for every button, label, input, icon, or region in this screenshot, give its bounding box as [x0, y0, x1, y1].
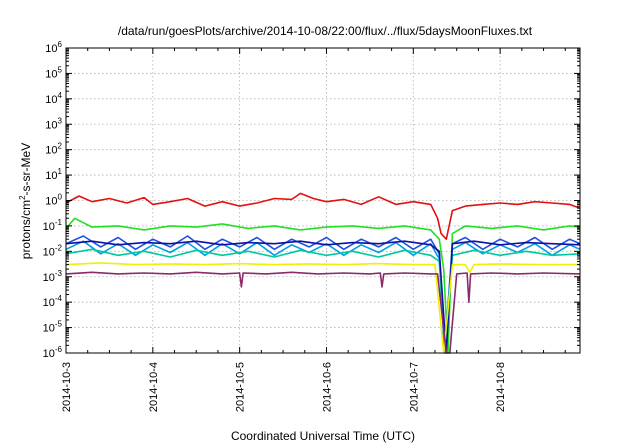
y-tick-label: 10-3 [43, 269, 63, 284]
y-axis-label-base: protons/cm [19, 200, 33, 259]
grid [66, 48, 580, 353]
y-ticks: 10-6 10-5 10-4 10-3 10-2 10-1 100 101 102 103 104 1… [43, 40, 580, 360]
y-tick-label: 102 [45, 142, 62, 157]
x-tick-label: 2014-10-4 [148, 362, 160, 412]
y-tick-label: 106 [45, 40, 62, 55]
y-tick-label: 10-2 [43, 243, 63, 258]
x-tick-label: 2014-10-6 [321, 362, 333, 412]
x-tick-label: 2014-10-7 [408, 362, 420, 412]
series-line-8 [65, 271, 581, 354]
series-line-2 [65, 217, 581, 354]
series-line-3 [65, 235, 581, 354]
chart-title: /data/run/goesPlots/archive/2014-10-08/2… [118, 24, 533, 38]
x-axis-label: Coordinated Universal Time (UTC) [231, 429, 415, 443]
y-axis-label: protons/cm2-s-sr-MeV [18, 143, 33, 259]
y-tick-label: 105 [45, 65, 62, 80]
series-line-7 [65, 262, 580, 354]
x-tick-label: 2014-10-5 [235, 362, 247, 412]
x-ticks: 2014-10-3 2014-10-4 2014-10-5 2014-10-6 2014… [61, 48, 566, 412]
y-tick-label: 10-4 [43, 294, 63, 309]
y-axis-label-rest: -s-sr-MeV [19, 143, 33, 196]
y-tick-label: 104 [45, 91, 62, 106]
y-tick-label: 10-1 [43, 218, 63, 233]
y-axis-label-sup: 2 [18, 195, 27, 200]
x-tick-label: 2014-10-3 [61, 362, 73, 412]
x-tick-label: 2014-10-8 [495, 362, 507, 412]
series-group [65, 192, 581, 354]
y-tick-label: 103 [45, 116, 62, 131]
series-line-5 [65, 248, 581, 354]
series-line-4 [65, 240, 581, 354]
y-tick-label: 10-5 [43, 320, 63, 335]
y-tick-label: 100 [45, 193, 62, 208]
y-tick-label: 10-6 [43, 345, 63, 360]
series-line-6 [65, 240, 581, 354]
y-tick-label: 101 [45, 167, 62, 182]
series-line-1 [65, 192, 581, 240]
